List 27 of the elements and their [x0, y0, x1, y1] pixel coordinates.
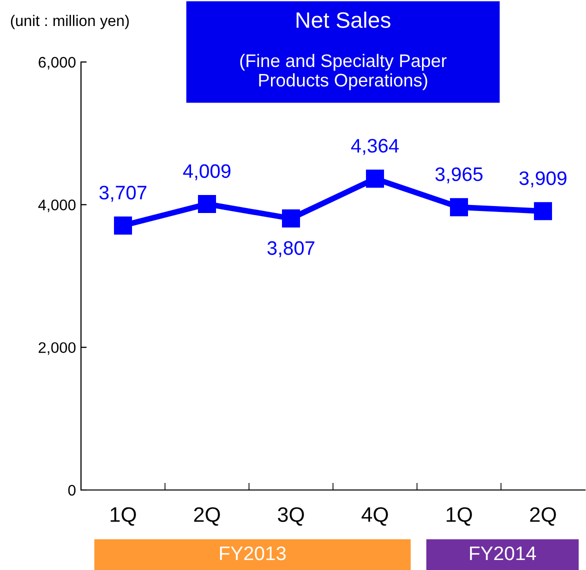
data-label: 3,807: [267, 241, 314, 258]
text: FY2013: [220, 546, 286, 560]
y-tick-label: 4,000: [38, 200, 76, 212]
y-tick-label: 6,000: [38, 56, 76, 70]
x-tick-label: 2Q: [530, 507, 556, 526]
point: [450, 198, 468, 216]
data-label: 3,965: [435, 167, 483, 184]
data-label: 4,009: [183, 164, 230, 180]
x-tick-label: 1Q: [110, 507, 136, 526]
chart-subtitle: (Fine and Specialty Paper Products Operations): [240, 54, 447, 90]
point: [198, 194, 216, 214]
x-tick-label: 2Q: [194, 507, 220, 526]
x-tick-label: 1Q: [446, 507, 472, 526]
y-tick-label: 2,000: [38, 342, 76, 355]
data-label: 4,364: [351, 138, 399, 155]
point: [366, 170, 384, 188]
point: [282, 209, 300, 228]
x-tick-label: 4Q: [362, 507, 388, 526]
text: (unit : million yen): [10, 14, 129, 30]
x-tick-label: 3Q: [278, 507, 304, 526]
chart-title: Net Sales: [296, 12, 390, 28]
data-label: 3,707: [99, 186, 146, 202]
data-label: 3,909: [519, 171, 566, 188]
y-tick-label: 0: [68, 484, 76, 496]
point: [114, 216, 132, 235]
text: FY2014: [470, 546, 536, 560]
point: [534, 202, 552, 220]
